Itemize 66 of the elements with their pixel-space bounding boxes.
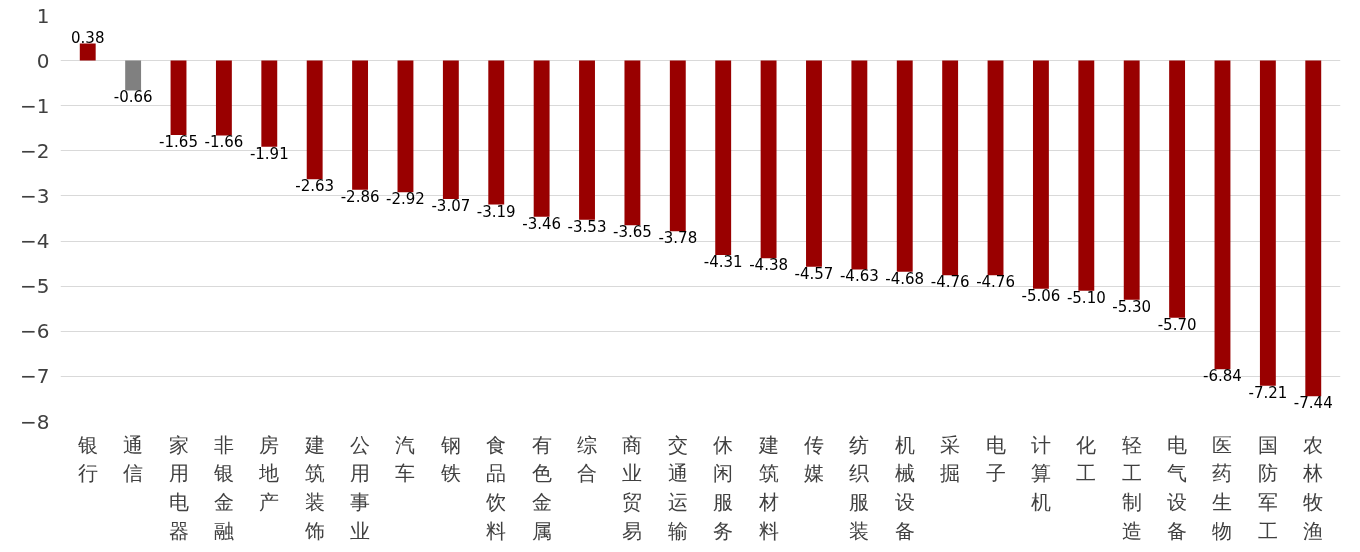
data-label: -7.44 [1293, 394, 1333, 413]
data-label: -2.92 [386, 190, 425, 209]
data-label: -3.46 [522, 214, 562, 233]
data-label: -7.21 [1248, 383, 1288, 402]
data-label: 0.38 [71, 29, 105, 48]
x-tick-label: 纺织服装 [849, 432, 870, 543]
data-label: -2.63 [295, 177, 335, 196]
x-tick-label: 农林牧渔 [1302, 432, 1324, 543]
x-tick-label: 建筑材料 [757, 432, 779, 543]
data-label: -1.65 [159, 133, 198, 152]
x-tick-label: 机械设备 [894, 432, 915, 543]
data-label: -5.70 [1157, 315, 1197, 334]
x-tick-label: 计算机 [1030, 432, 1051, 515]
y-tick-label: −1 [20, 93, 50, 118]
x-tick-label: 房地产 [258, 432, 280, 515]
data-label: -1.66 [204, 133, 244, 152]
y-tick-label: 1 [36, 3, 50, 28]
data-label: -4.63 [839, 267, 879, 286]
x-tick-label: 交通运输 [667, 432, 688, 543]
data-label: -2.86 [340, 187, 380, 206]
y-tick-label: 0 [36, 48, 50, 73]
x-tick-label: 建筑装饰 [303, 432, 325, 543]
x-tick-label: 通信 [123, 432, 144, 486]
data-label: -3.07 [431, 197, 471, 216]
y-tick-label: −8 [20, 409, 50, 434]
data-label: -4.31 [703, 253, 743, 272]
data-label: -5.10 [1066, 288, 1106, 307]
data-label: -4.76 [930, 273, 970, 292]
x-tick-label: 国防军工 [1257, 432, 1278, 543]
data-label: -4.68 [885, 269, 925, 288]
x-tick-label: 化工 [1076, 432, 1097, 486]
y-tick-label: −5 [20, 274, 50, 299]
y-tick-label: −3 [20, 183, 50, 208]
x-tick-label: 传媒 [803, 432, 824, 486]
data-label: -3.78 [658, 229, 698, 248]
x-tick-label: 钢铁 [439, 432, 461, 486]
y-tick-label: −7 [20, 364, 50, 389]
data-label: -4.76 [976, 273, 1015, 292]
x-tick-label: 综合 [577, 432, 598, 486]
x-tick-label: 家用电器 [168, 432, 189, 543]
data-label: -3.53 [567, 217, 607, 236]
x-tick-label: 医药生物 [1212, 432, 1233, 543]
data-label: -3.65 [613, 223, 652, 242]
x-tick-label: 汽车 [395, 432, 416, 486]
x-tick-label: 电子 [985, 432, 1006, 486]
x-tick-label: 银行 [76, 432, 98, 486]
data-label: -5.06 [1021, 286, 1061, 305]
x-tick-label: 非银金融 [212, 432, 234, 543]
data-label: -3.19 [476, 202, 516, 221]
y-tick-label: −4 [20, 229, 50, 254]
x-tick-label: 食品饮料 [485, 432, 507, 543]
data-label: -1.91 [249, 144, 289, 163]
data-label: -6.84 [1203, 367, 1242, 386]
data-label: -5.30 [1112, 297, 1152, 316]
y-tick-label: −2 [20, 138, 50, 163]
x-tick-label: 电气设备 [1167, 432, 1188, 543]
x-tick-label: 商业贸易 [622, 432, 643, 543]
x-tick-label: 休闲服务 [713, 432, 734, 543]
y-tick-label: −6 [20, 319, 50, 344]
x-tick-label: 有色金属 [531, 432, 552, 543]
data-label: -4.38 [749, 256, 788, 275]
x-tick-label: 采掘 [940, 432, 961, 486]
data-label: -4.57 [794, 264, 834, 283]
x-tick-label: 轻工制造 [1121, 432, 1142, 543]
data-label: -0.66 [113, 88, 153, 107]
x-tick-label: 公用事业 [350, 432, 371, 543]
